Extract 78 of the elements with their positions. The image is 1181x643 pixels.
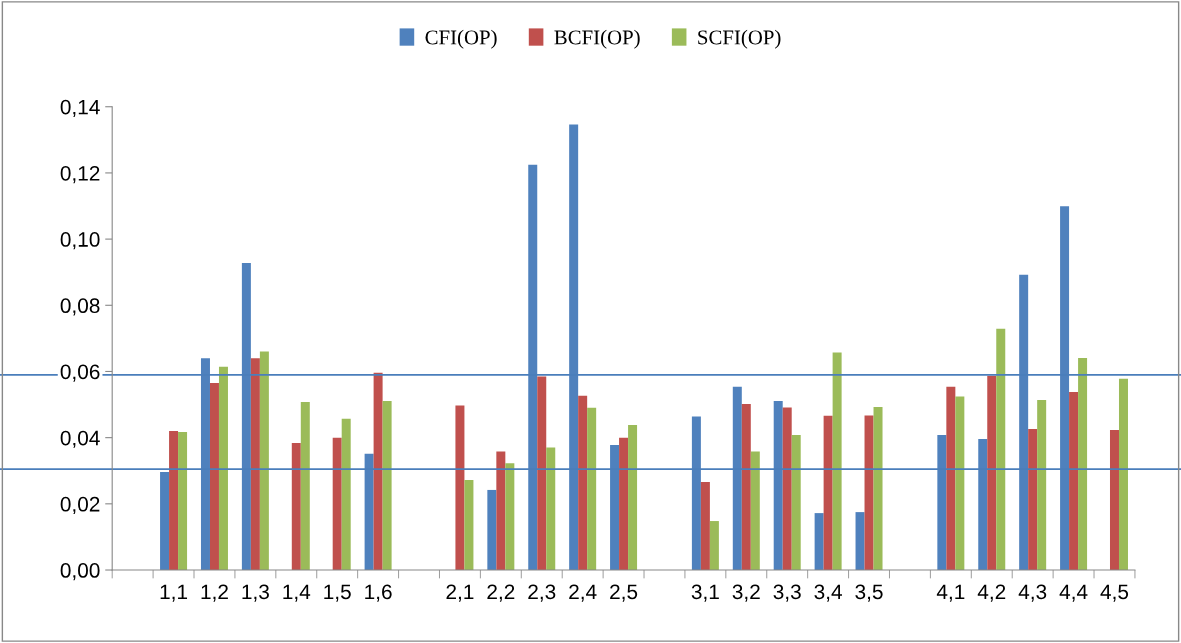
- bar: [505, 463, 515, 571]
- bar: [1078, 357, 1088, 571]
- x-tick-label: 4,5: [1100, 584, 1129, 602]
- x-tick-label: 3,1: [691, 584, 719, 602]
- x-tick-label: 3,5: [855, 584, 883, 602]
- bar: [1069, 391, 1079, 571]
- bar: [487, 489, 497, 571]
- bar: [832, 352, 842, 571]
- y-tick-label: 0,08: [60, 298, 100, 316]
- x-tick-label: 1,4: [283, 584, 311, 602]
- bar: [1118, 378, 1128, 571]
- bar: [537, 376, 547, 571]
- legend-label: CFI(OP): [425, 29, 497, 49]
- bar: [709, 521, 719, 571]
- bar: [987, 375, 997, 571]
- bar: [169, 431, 179, 571]
- bar: [341, 418, 351, 571]
- bar: [160, 472, 170, 571]
- y-tick-label: 0,12: [60, 165, 100, 184]
- bar: [628, 425, 638, 571]
- bar: [750, 451, 760, 571]
- bar: [332, 437, 342, 571]
- bar: [1037, 399, 1047, 571]
- x-tick-label: 2,2: [487, 584, 515, 602]
- x-tick-label: 2,3: [528, 584, 556, 602]
- bar: [996, 328, 1006, 571]
- x-tick-label: 2,1: [446, 584, 474, 602]
- bar: [864, 415, 874, 571]
- bar: [619, 437, 629, 571]
- bar: [218, 366, 228, 571]
- bar: [259, 351, 269, 571]
- y-tick-label: 0,10: [60, 232, 100, 250]
- bar: [546, 447, 556, 571]
- bar: [700, 482, 710, 571]
- y-tick-label: 0,04: [60, 430, 100, 448]
- bar: [1028, 429, 1038, 571]
- x-tick-label: 3,4: [814, 584, 842, 602]
- y-tick-label: 0,14: [60, 99, 100, 117]
- bar: [587, 407, 597, 571]
- x-tick-label: 3,2: [732, 584, 760, 602]
- bar: [250, 358, 260, 571]
- y-tick-label: 0,02: [60, 496, 100, 515]
- x-tick-label: 4,1: [936, 584, 965, 602]
- bar: [946, 386, 956, 571]
- bar: [455, 405, 465, 571]
- x-tick-label: 1,5: [324, 584, 351, 602]
- legend-label: SCFI(OP): [698, 29, 781, 49]
- x-tick-label: 2,4: [569, 584, 597, 602]
- bar: [741, 403, 751, 571]
- x-tick-label: 3,3: [773, 584, 801, 602]
- bar: [178, 432, 188, 571]
- bar: [1109, 430, 1119, 571]
- bar: [382, 400, 392, 571]
- bar: [373, 372, 383, 571]
- bar: [855, 512, 865, 571]
- x-tick-label: 1,3: [242, 584, 269, 602]
- bar: [464, 480, 474, 571]
- x-tick-label: 4,3: [1018, 584, 1047, 602]
- bar: [300, 401, 310, 571]
- bar: [814, 513, 824, 571]
- y-tick-label: 0,06: [60, 364, 100, 382]
- legend-label: BCFI(OP): [554, 29, 640, 49]
- bar: [955, 396, 965, 571]
- bar: [496, 451, 506, 571]
- bar: [823, 415, 833, 571]
- bar: [791, 435, 801, 571]
- x-tick-label: 4,4: [1059, 584, 1088, 602]
- x-tick-label: 1,6: [365, 584, 392, 602]
- bar: [291, 442, 301, 571]
- bar: [873, 406, 883, 571]
- x-tick-label: 1,2: [201, 584, 228, 602]
- y-tick-label: 0,00: [60, 563, 100, 581]
- x-tick-label: 4,2: [977, 584, 1006, 602]
- x-tick-label: 1,1: [160, 584, 188, 602]
- x-tick-label: 2,5: [610, 584, 638, 602]
- bar: [782, 407, 792, 571]
- bar: [209, 383, 219, 571]
- bar: [578, 395, 588, 571]
